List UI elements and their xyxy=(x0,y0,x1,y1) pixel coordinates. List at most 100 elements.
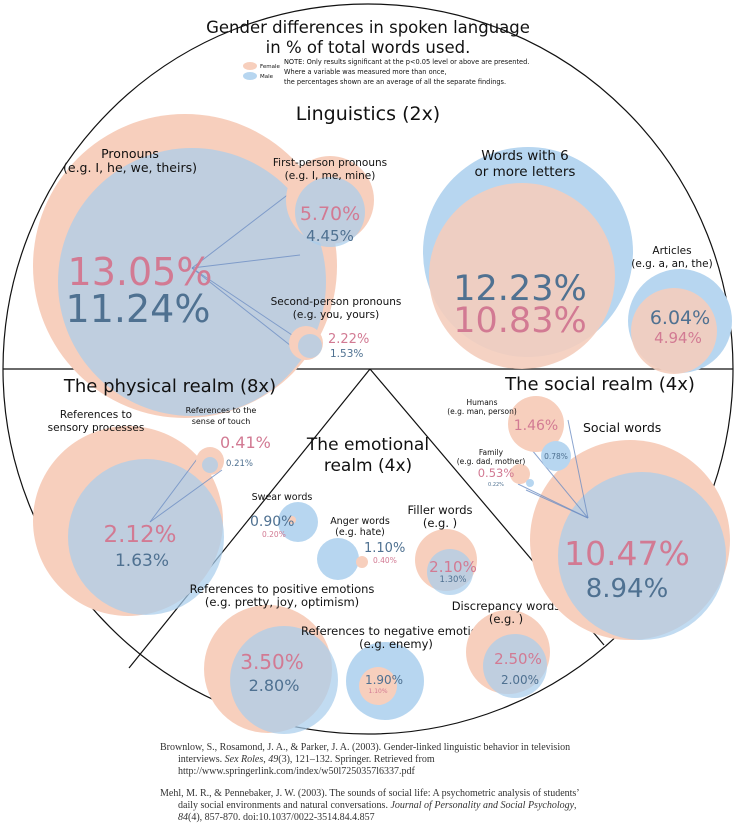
legend-male-swatch xyxy=(243,72,257,80)
social-male-value: 8.94% xyxy=(586,574,669,604)
second-person-female-value: 2.22% xyxy=(328,332,369,347)
social-title: The social realm (4x) xyxy=(504,374,695,395)
second-person-example: (e.g. you, yours) xyxy=(293,309,379,321)
social-female-value: 10.47% xyxy=(564,534,690,573)
long-words-male-value: 12.23% xyxy=(453,269,586,309)
social-words-label: Social words xyxy=(583,420,661,435)
humans-female-value: 1.46% xyxy=(514,418,558,434)
negative-male-value: 1.90% xyxy=(365,673,403,687)
swear-male-circle xyxy=(278,502,318,542)
note-line1: NOTE: Only results significant at the p<… xyxy=(284,58,529,66)
positive-label: References to positive emotions xyxy=(190,582,375,596)
emotional-title: The emotional xyxy=(306,435,429,455)
connector-touch xyxy=(149,469,223,523)
legend-male-label: Male xyxy=(260,74,274,80)
articles-example: (e.g. a, an, the) xyxy=(631,258,712,270)
anger-female-value: 0.40% xyxy=(373,556,397,565)
articles-label: Articles xyxy=(652,245,691,257)
social-male-circle xyxy=(558,472,726,640)
family-male-value: 0.22% xyxy=(488,482,504,488)
touch-female-value: 0.41% xyxy=(220,433,271,452)
negative-female-circle xyxy=(359,667,397,705)
sensory-male-value: 1.63% xyxy=(115,551,169,571)
reference-journal: Journal of Personality and Social Psycho… xyxy=(390,800,575,811)
reference-text: Mehl, M. R., & Pennebaker, J. W. (2003).… xyxy=(160,788,579,811)
legend-female-swatch xyxy=(243,62,257,70)
anger-male-circle xyxy=(317,538,359,580)
pronouns-label: Pronouns xyxy=(101,146,159,161)
swear-label: Swear words xyxy=(252,492,313,503)
first-person-male-circle xyxy=(295,177,365,247)
connector-touch xyxy=(149,454,201,523)
connector-second-person xyxy=(191,267,301,354)
discrepancy-label: Discrepancy words xyxy=(452,599,561,613)
reference-item: Brownlow, S., Rosamond, J. A., & Parker,… xyxy=(160,742,600,778)
reference-rest: (4), 857-870. doi:10.1037/0022-3514.84.4… xyxy=(188,812,375,823)
pronouns-female-value: 13.05% xyxy=(68,250,213,294)
first-person-example: (e.g. I, me, mine) xyxy=(285,170,376,182)
humans-example: (e.g. man, person) xyxy=(447,407,517,416)
second-person-male-value: 1.53% xyxy=(330,348,363,360)
touch-male-value: 0.21% xyxy=(226,459,253,469)
family-example: (e.g. dad, mother) xyxy=(457,457,526,466)
note-line3: the percentages shown are an average of … xyxy=(284,78,506,86)
note-line2: Where a variable was measured more than … xyxy=(284,68,447,76)
pronouns-bubble xyxy=(33,114,337,418)
title-line2: in % of total words used. xyxy=(266,38,471,57)
swear-female-value: 0.20% xyxy=(262,530,286,539)
sensory-label-2: sensory processes xyxy=(48,422,145,434)
sensory-female-value: 2.12% xyxy=(103,522,176,548)
negative-female-value: 1.10% xyxy=(368,688,387,695)
long-words-female-value: 10.83% xyxy=(453,301,586,341)
positive-female-value: 3.50% xyxy=(240,650,304,674)
physical-title: The physical realm (8x) xyxy=(63,376,276,397)
humans-male-value: 0.78% xyxy=(544,452,568,461)
filler-example: (e.g. ) xyxy=(423,516,457,530)
linguistics-title: Linguistics (2x) xyxy=(296,103,440,125)
legend-female-label: Female xyxy=(260,64,281,70)
filler-male-circle xyxy=(427,549,473,595)
positive-example: (e.g. pretty, joy, optimism) xyxy=(205,595,359,609)
long-words-label: Words with 6 xyxy=(481,148,569,164)
swear-female-circle xyxy=(288,516,296,524)
first-person-female-value: 5.70% xyxy=(300,203,360,225)
reference-text: Brownlow, S., Rosamond, J. A., & Parker,… xyxy=(160,742,571,765)
negative-example: (e.g. enemy) xyxy=(359,637,433,651)
filler-male-value: 1.30% xyxy=(439,575,466,585)
touch-label-2: sense of touch xyxy=(192,417,251,426)
pronouns-male-circle xyxy=(58,148,326,416)
connector-first-person xyxy=(191,192,291,269)
touch-label: References to the xyxy=(186,406,257,415)
pronouns-example: (e.g. I, he, we, theirs) xyxy=(63,160,197,175)
first-person-male-value: 4.45% xyxy=(306,227,354,245)
touch-male-circle xyxy=(202,457,218,473)
positive-male-value: 2.80% xyxy=(249,676,300,695)
reference-journal: Sex Roles xyxy=(224,754,264,765)
sensory-label: References to xyxy=(60,409,132,421)
family-female-circle xyxy=(510,464,530,484)
family-male-circle xyxy=(526,479,534,487)
second-person-label: Second-person pronouns xyxy=(271,296,402,308)
humans-female-circle xyxy=(508,396,564,452)
title-line1: Gender differences in spoken language xyxy=(206,18,530,37)
emotional-title-2: realm (4x) xyxy=(324,456,412,476)
family-label: Family xyxy=(479,448,504,457)
reference-volume: 84 xyxy=(178,812,188,823)
anger-example: (e.g. hate) xyxy=(335,527,385,538)
reference-separator: , xyxy=(263,754,269,765)
references: Brownlow, S., Rosamond, J. A., & Parker,… xyxy=(160,742,600,834)
anger-male-value: 1.10% xyxy=(364,541,405,556)
triangle-left-edge xyxy=(128,368,371,669)
connector-first-person xyxy=(191,254,301,269)
reference-rest: (3), 121–132. Springer. Retrieved from h… xyxy=(178,754,435,777)
discrepancy-example: (e.g. ) xyxy=(489,612,523,626)
humans-label: Humans xyxy=(467,398,498,407)
long-words-female-circle xyxy=(429,183,615,369)
discrepancy-male-value: 2.00% xyxy=(501,673,539,687)
filler-female-value: 2.10% xyxy=(429,558,477,576)
reference-item: Mehl, M. R., & Pennebaker, J. W. (2003).… xyxy=(160,788,600,824)
family-female-value: 0.53% xyxy=(478,466,515,480)
discrepancy-female-value: 2.50% xyxy=(494,650,542,668)
sensory-male-circle xyxy=(68,459,224,615)
